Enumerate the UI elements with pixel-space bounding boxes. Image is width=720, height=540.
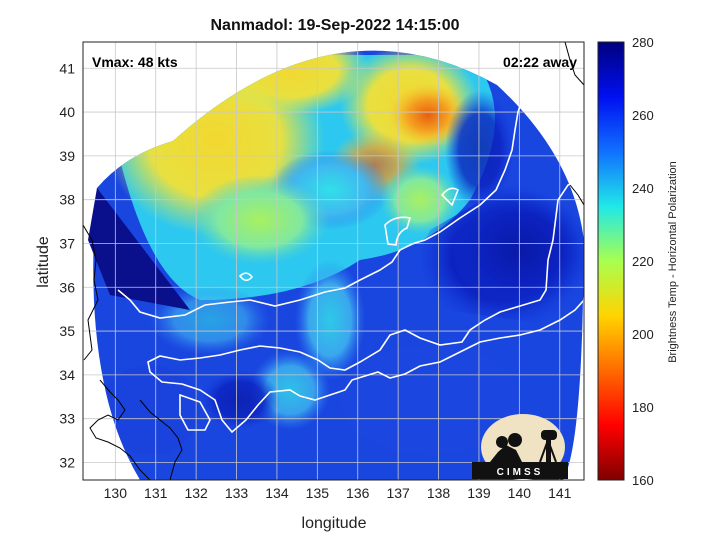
y-tick-label: 37 xyxy=(59,235,75,251)
x-tick-label: 138 xyxy=(427,485,451,501)
colorbar-tick-label: 180 xyxy=(632,400,654,415)
y-tick-label: 34 xyxy=(59,367,75,383)
x-tick-label: 134 xyxy=(265,485,289,501)
time-away-label: 02:22 away xyxy=(503,54,577,70)
colorbar-label: Brightness Temp - Horizontal Polarizatio… xyxy=(667,161,679,363)
y-tick-label: 41 xyxy=(59,60,75,76)
vmax-label: Vmax: 48 kts xyxy=(92,54,178,70)
colorbar: 280 260 240 220 200 180 160 Brightness Temp - … xyxy=(597,35,679,488)
colorbar-tick-label: 160 xyxy=(632,473,654,488)
x-tick-label: 135 xyxy=(306,485,330,501)
colorbar-tick-label: 240 xyxy=(632,181,654,196)
x-tick-label: 136 xyxy=(346,485,370,501)
x-tick-label: 131 xyxy=(144,485,168,501)
x-tick-label: 140 xyxy=(508,485,532,501)
colorbar-tick-label: 280 xyxy=(632,35,654,50)
figure-title: Nanmadol: 19-Sep-2022 14:15:00 xyxy=(211,17,460,34)
x-tick-labels: 130 131 132 133 134 135 136 137 138 139 140 141 xyxy=(104,485,572,501)
y-tick-label: 35 xyxy=(59,323,75,339)
y-tick-label: 36 xyxy=(59,279,75,295)
y-axis-label: latitude xyxy=(35,236,52,288)
colorbar-tick-label: 200 xyxy=(632,327,654,342)
y-tick-label: 33 xyxy=(59,411,75,427)
x-tick-label: 141 xyxy=(548,485,572,501)
colorbar-gradient xyxy=(597,41,625,481)
colorbar-tick-label: 220 xyxy=(632,254,654,269)
y-tick-label: 40 xyxy=(59,104,75,120)
x-tick-label: 139 xyxy=(467,485,491,501)
colorbar-tick-label: 260 xyxy=(632,108,654,123)
cimss-logo: CIMSS xyxy=(472,414,568,480)
logo-text: CIMSS xyxy=(497,467,544,478)
x-axis-label: longitude xyxy=(302,515,367,532)
coastlines xyxy=(83,42,584,480)
x-tick-label: 137 xyxy=(386,485,410,501)
axes-frame xyxy=(82,41,585,481)
x-tick-label: 132 xyxy=(184,485,208,501)
x-tick-label: 130 xyxy=(104,485,128,501)
x-tick-label: 133 xyxy=(225,485,249,501)
colorbar-ticks: 280 260 240 220 200 180 160 xyxy=(632,35,654,488)
grid-lines xyxy=(83,42,584,480)
y-tick-label: 38 xyxy=(59,192,75,208)
y-tick-label: 32 xyxy=(59,454,75,470)
y-tick-labels: 41 40 39 38 37 36 35 34 33 32 xyxy=(59,60,75,470)
y-tick-label: 39 xyxy=(59,148,75,164)
